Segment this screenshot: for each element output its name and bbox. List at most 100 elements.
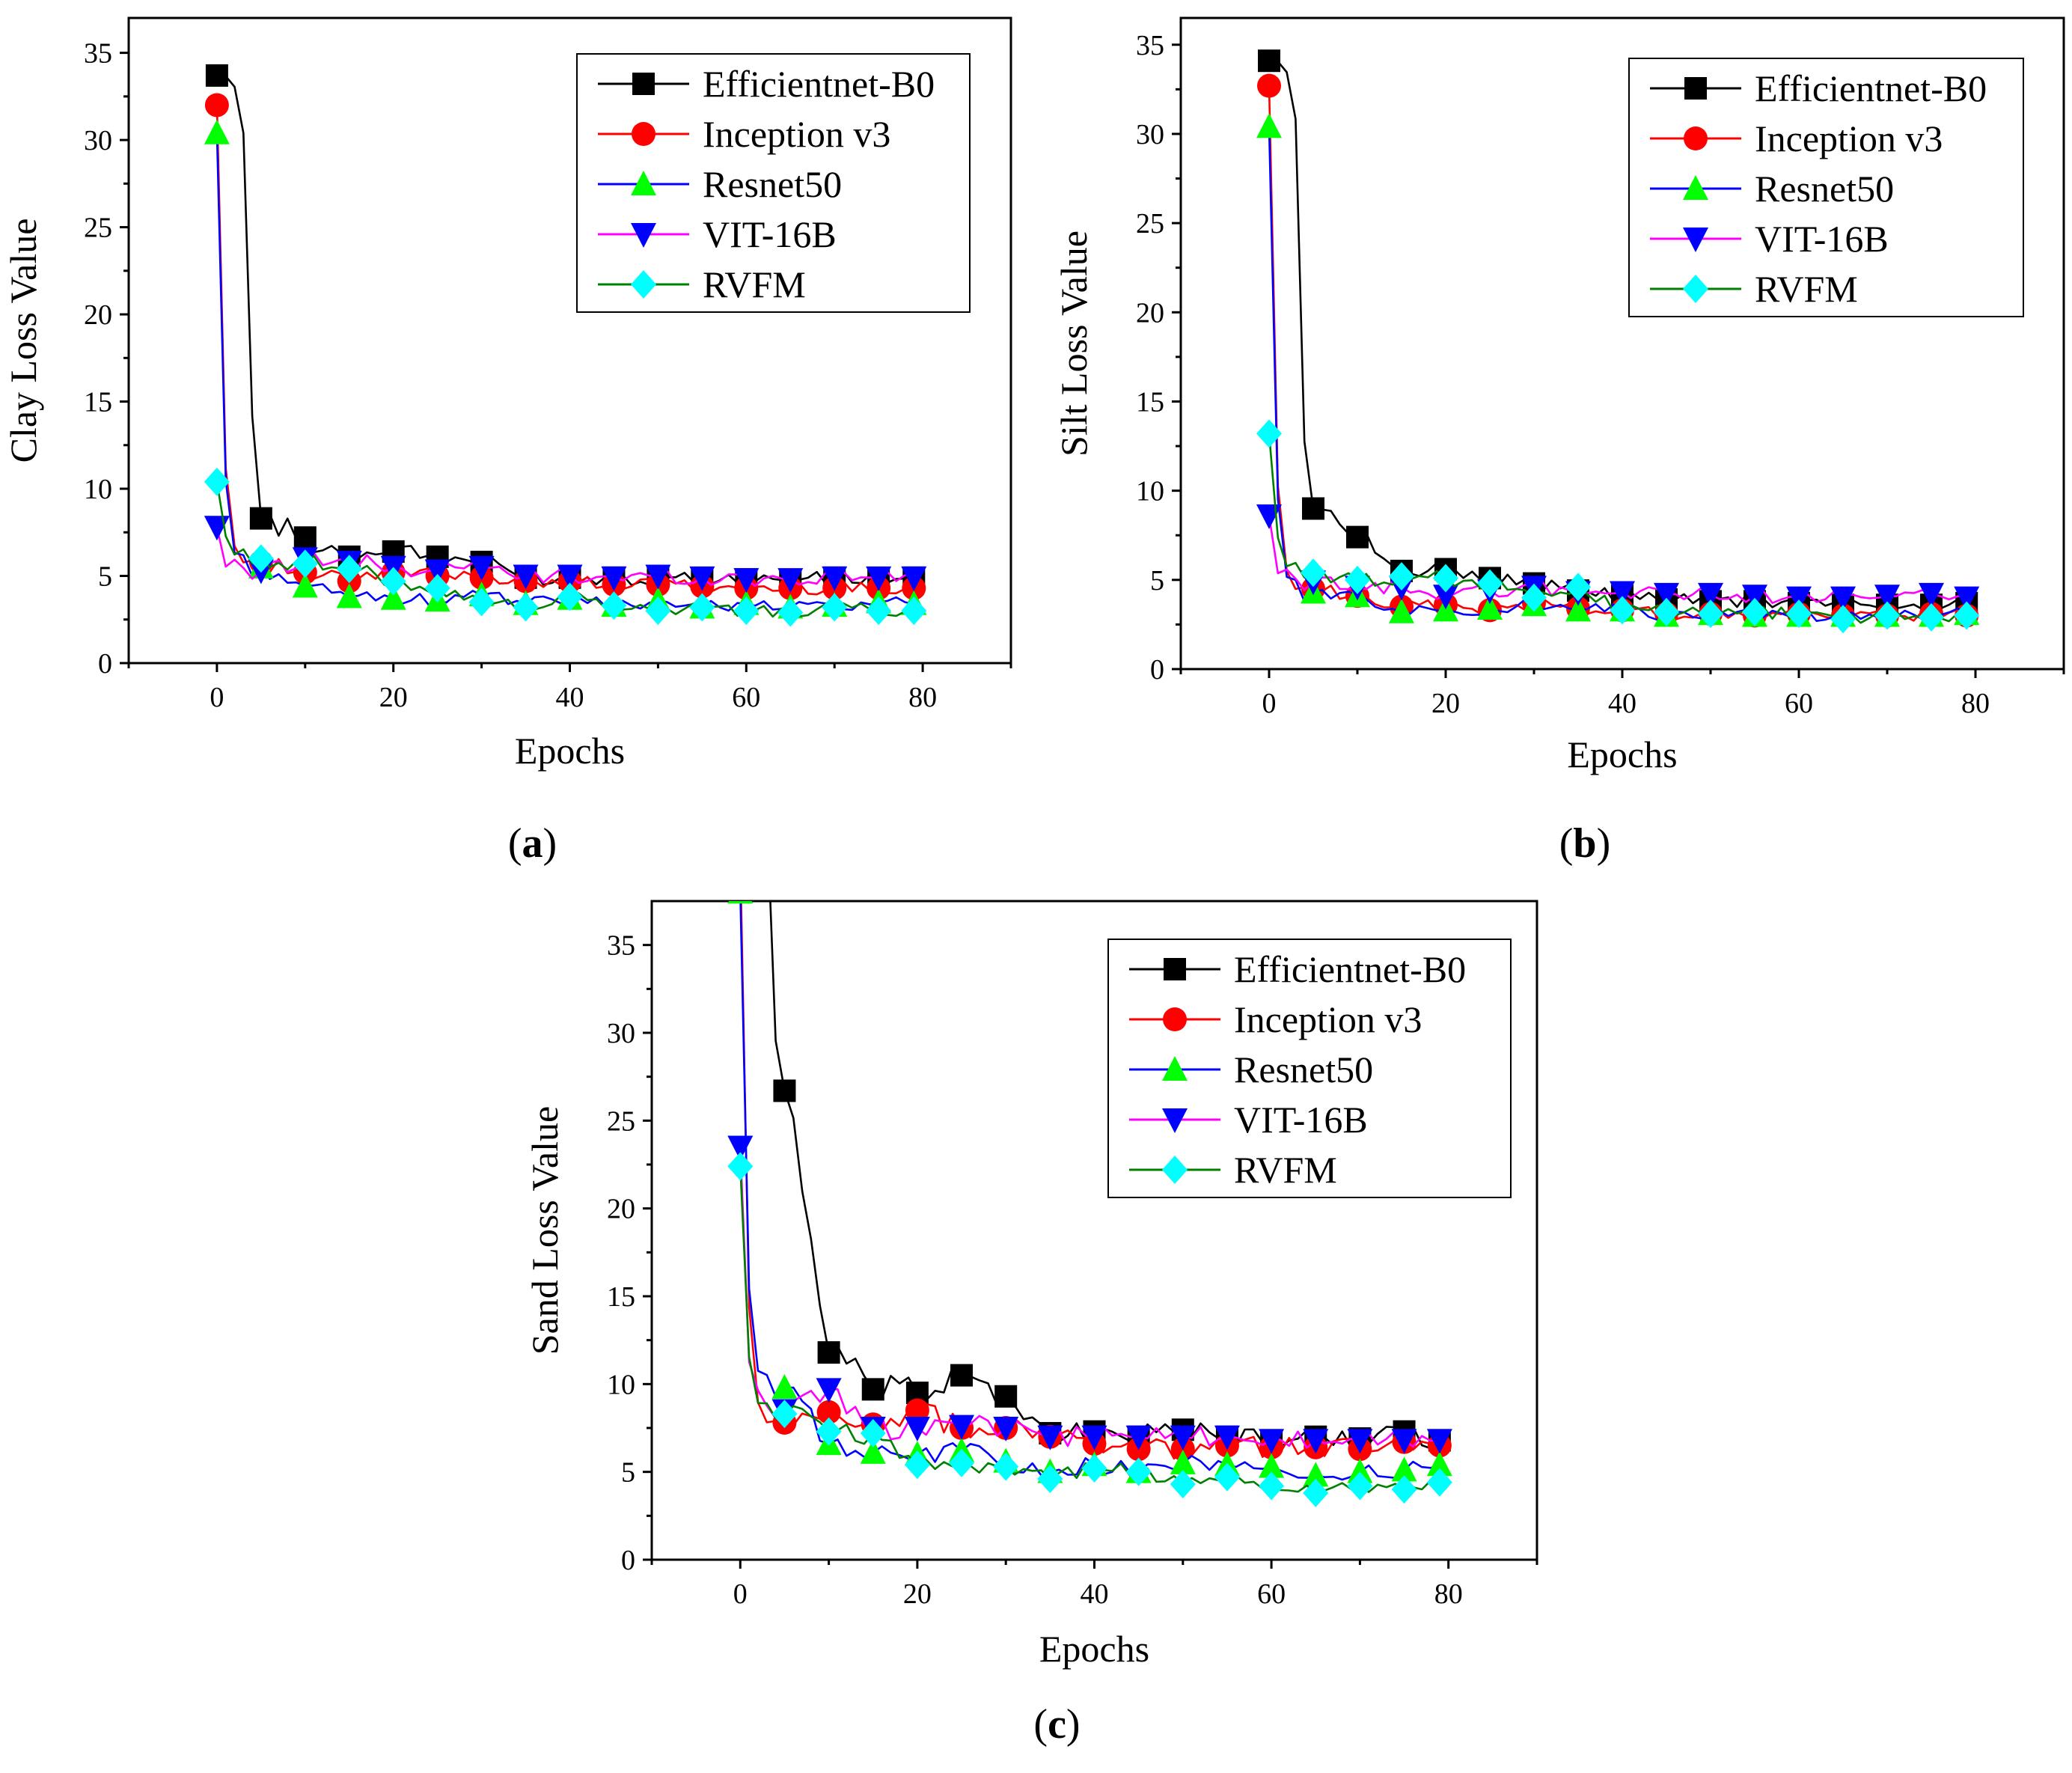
series-markers-rvfm bbox=[1256, 419, 1980, 634]
legend-label-vit-16b: VIT-16B bbox=[703, 213, 837, 255]
y-tick-label: 0 bbox=[98, 648, 112, 680]
data-point-vit-16b bbox=[866, 566, 892, 591]
data-point-vit-16b bbox=[1610, 581, 1635, 606]
legend-marker-inception-v3 bbox=[1684, 126, 1708, 150]
chart-panel-a: 0 5 10 15 20 25 30 35 0 20 40 60 80 Epochs Clay Loss V… bbox=[2, 16, 1012, 867]
x-tick-label: 0 bbox=[210, 682, 224, 713]
data-point-rvfm bbox=[1037, 1465, 1063, 1494]
legend-marker-inception-v3 bbox=[632, 122, 655, 146]
data-point-vit-16b bbox=[727, 1135, 754, 1161]
y-tick-label: 10 bbox=[1136, 476, 1164, 507]
data-point-vit-16b bbox=[1037, 1425, 1063, 1450]
data-point-rvfm bbox=[248, 544, 274, 573]
x-tick-label: 80 bbox=[908, 682, 937, 713]
data-point-vit-16b bbox=[1742, 585, 1767, 610]
data-point-resnet50 bbox=[1259, 1453, 1285, 1478]
y-tick-label: 30 bbox=[84, 125, 112, 156]
series-markers-vit-16b bbox=[204, 516, 927, 593]
data-point-rvfm bbox=[689, 593, 715, 622]
data-point-vit-16b bbox=[1347, 1429, 1373, 1454]
data-point-resnet50 bbox=[1391, 1456, 1417, 1482]
data-point-rvfm bbox=[777, 598, 804, 627]
data-point-rvfm bbox=[1256, 419, 1282, 448]
data-point-rvfm bbox=[901, 596, 927, 626]
panel-label: (a) bbox=[508, 820, 557, 867]
y-tick-label: 25 bbox=[607, 1105, 635, 1137]
chart-panel-c: 0 5 10 15 20 25 30 35 0 20 40 60 80 Epochs Sand Loss V… bbox=[524, 900, 1538, 1748]
data-point-rvfm bbox=[1919, 602, 1944, 632]
panel-label: (b) bbox=[1559, 820, 1610, 867]
data-point-rvfm bbox=[1170, 1470, 1196, 1499]
data-point-rvfm bbox=[1345, 565, 1370, 594]
data-point-efficientnet-b0 bbox=[1302, 497, 1324, 520]
legend-label-inception-v3: Inception v3 bbox=[703, 113, 890, 155]
chart-panel-b: 0 5 10 15 20 25 30 35 0 20 40 60 80 Epochs Silt Loss V… bbox=[1053, 16, 2065, 867]
panel-label: (c) bbox=[1033, 1701, 1080, 1748]
y-tick-label: 15 bbox=[84, 387, 112, 418]
data-point-vit-16b bbox=[1786, 586, 1812, 611]
data-point-inception-v3 bbox=[1257, 73, 1281, 98]
data-point-rvfm bbox=[513, 593, 539, 622]
data-point-rvfm bbox=[1347, 1471, 1373, 1501]
data-point-vit-16b bbox=[1874, 585, 1900, 610]
data-point-resnet50 bbox=[1389, 598, 1414, 623]
legend-marker-resnet50 bbox=[1683, 175, 1708, 200]
data-point-vit-16b bbox=[1426, 1429, 1452, 1454]
data-point-resnet50 bbox=[860, 1438, 886, 1464]
data-point-efficientnet-b0 bbox=[293, 526, 317, 549]
data-point-resnet50 bbox=[1477, 594, 1503, 620]
legend-marker-inception-v3 bbox=[1163, 1007, 1187, 1031]
plot-area bbox=[204, 64, 927, 627]
legend-label-rvfm: RVFM bbox=[703, 263, 806, 305]
data-point-rvfm bbox=[1874, 601, 1900, 630]
y-tick-label: 35 bbox=[84, 38, 112, 70]
x-tick-label: 40 bbox=[1081, 1578, 1109, 1610]
y-tick-label: 15 bbox=[1136, 386, 1164, 418]
data-point-vit-16b bbox=[1303, 1429, 1329, 1454]
y-tick-label: 20 bbox=[84, 299, 112, 331]
data-point-efficientnet-b0 bbox=[773, 1079, 796, 1102]
legend-label-resnet50: Resnet50 bbox=[1234, 1049, 1373, 1090]
data-point-efficientnet-b0 bbox=[1258, 49, 1280, 73]
y-tick-label: 15 bbox=[607, 1281, 635, 1313]
data-point-vit-16b bbox=[1214, 1425, 1240, 1450]
data-point-rvfm bbox=[380, 567, 406, 596]
data-point-inception-v3 bbox=[905, 1398, 929, 1423]
x-tick-label: 20 bbox=[903, 1578, 932, 1610]
data-point-resnet50 bbox=[1170, 1449, 1196, 1474]
data-point-vit-16b bbox=[601, 566, 627, 591]
legend-label-efficientnet-b0: Efficientnet-B0 bbox=[703, 63, 935, 105]
data-point-rvfm bbox=[1742, 597, 1767, 626]
data-point-vit-16b bbox=[557, 564, 583, 590]
x-tick-label: 80 bbox=[1434, 1578, 1463, 1610]
data-point-efficientnet-b0 bbox=[817, 1341, 840, 1364]
x-tick-label: 60 bbox=[1257, 1578, 1286, 1610]
data-point-resnet50 bbox=[1256, 113, 1282, 138]
x-axis-title: Epochs bbox=[1567, 733, 1677, 775]
data-point-vit-16b bbox=[904, 1417, 930, 1441]
data-point-rvfm bbox=[1954, 601, 1980, 630]
data-point-rvfm bbox=[727, 1152, 754, 1181]
y-tick-label: 5 bbox=[1150, 565, 1164, 596]
legend-label-vit-16b: VIT-16B bbox=[1234, 1099, 1368, 1141]
legend-label-inception-v3: Inception v3 bbox=[1234, 998, 1422, 1040]
data-point-vit-16b bbox=[816, 1378, 842, 1403]
x-tick-label: 0 bbox=[1262, 688, 1277, 719]
data-point-vit-16b bbox=[949, 1415, 975, 1440]
data-point-vit-16b bbox=[1081, 1425, 1107, 1450]
data-point-efficientnet-b0 bbox=[950, 1364, 974, 1387]
data-point-vit-16b bbox=[1125, 1425, 1152, 1450]
data-point-resnet50 bbox=[771, 1374, 798, 1400]
data-point-efficientnet-b0 bbox=[1346, 525, 1369, 549]
legend-label-vit-16b: VIT-16B bbox=[1755, 218, 1889, 260]
y-tick-label: 25 bbox=[1136, 208, 1164, 239]
data-point-rvfm bbox=[860, 1419, 886, 1448]
data-point-vit-16b bbox=[1830, 586, 1856, 611]
x-tick-label: 20 bbox=[1431, 688, 1460, 719]
legend-marker-resnet50 bbox=[631, 171, 656, 195]
y-tick-label: 25 bbox=[84, 213, 112, 244]
y-tick-label: 10 bbox=[84, 474, 112, 505]
series-markers-rvfm bbox=[204, 467, 927, 627]
legend-marker-vit-16b bbox=[1683, 228, 1708, 252]
data-point-rvfm bbox=[733, 596, 760, 626]
